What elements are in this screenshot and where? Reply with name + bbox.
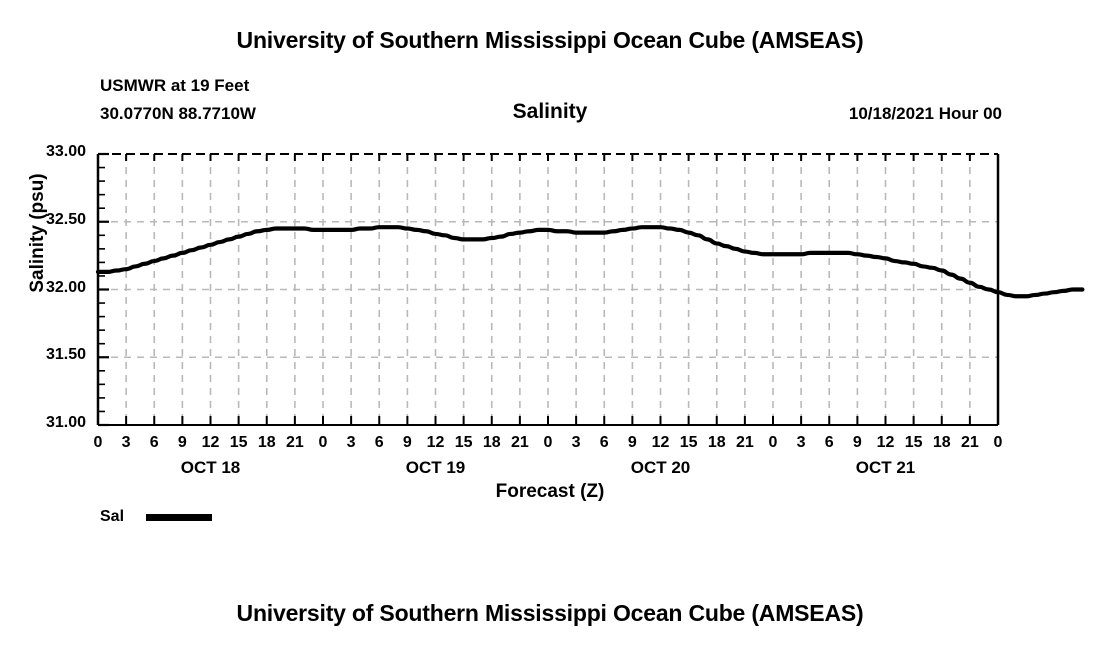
x-tick-label: 0: [993, 434, 1003, 451]
page-title: University of Southern Mississippi Ocean…: [236, 27, 864, 53]
legend-label-sal: Sal: [100, 508, 125, 525]
plot-area: Salinity (psu) Forecast (Z) 33.00 32.50 32…: [27, 143, 1085, 502]
x-day-label: OCT 21: [855, 458, 916, 477]
x-axis-label: Forecast (Z): [495, 481, 605, 502]
forecast-run-label: 10/18/2021 Hour 00: [848, 104, 1002, 123]
x-tick-label: 18: [482, 434, 501, 451]
x-tick-label: 15: [454, 434, 473, 451]
salinity-line-chart: [95, 152, 1085, 427]
x-tick-label: 6: [149, 434, 159, 451]
x-tick-label: 12: [201, 434, 220, 451]
x-tick-label: 9: [852, 434, 862, 451]
x-tick-label: 9: [177, 434, 187, 451]
y-tick-label: 33.00: [45, 143, 86, 160]
x-tick-label: 3: [796, 434, 806, 451]
y-tick-label: 31.50: [45, 346, 86, 364]
x-tick-label: 18: [707, 434, 726, 451]
y-tick-label: 31.00: [45, 414, 86, 431]
x-tick-label: 15: [229, 434, 248, 451]
x-tick-label: 15: [679, 434, 698, 451]
x-tick-label: 0: [93, 434, 103, 451]
footer-title: University of Southern Mississippi Ocean…: [236, 600, 864, 626]
coordinates-label: 30.0770N 88.7710W: [100, 104, 256, 123]
x-tick-label: 3: [571, 434, 581, 451]
x-tick-label: 12: [426, 434, 445, 451]
station-depth-label: USMWR at 19 Feet: [100, 76, 250, 95]
x-tick-label: 3: [121, 434, 131, 451]
x-tick-label: 6: [599, 434, 609, 451]
x-tick-label: 0: [318, 434, 328, 451]
x-tick-label: 15: [904, 434, 923, 451]
legend: Sal: [100, 508, 213, 526]
x-tick-label: 9: [627, 434, 637, 451]
x-tick-label: 6: [824, 434, 834, 451]
x-tick-label: 21: [510, 434, 529, 451]
x-tick-label: 21: [960, 434, 979, 451]
y-tick-label: 32.50: [45, 210, 86, 228]
y-tick-label: 32.00: [45, 278, 86, 296]
x-day-label: OCT 18: [180, 458, 241, 477]
x-day-label: OCT 19: [405, 458, 466, 477]
x-tick-label: 18: [257, 434, 276, 451]
x-tick-label: 12: [876, 434, 895, 451]
x-tick-label: 0: [543, 434, 553, 451]
chart-subtitle: Salinity: [512, 100, 588, 123]
x-tick-label: 6: [374, 434, 384, 451]
x-tick-label: 9: [402, 434, 412, 451]
x-tick-label: 12: [651, 434, 670, 451]
x-tick-label: 21: [285, 434, 304, 451]
legend-swatch-sal: [146, 513, 213, 521]
x-tick-label: 0: [768, 434, 778, 451]
x-tick-label: 3: [346, 434, 356, 451]
x-day-label: OCT 20: [630, 458, 691, 477]
x-tick-label: 18: [932, 434, 951, 451]
x-tick-label: 21: [735, 434, 754, 451]
